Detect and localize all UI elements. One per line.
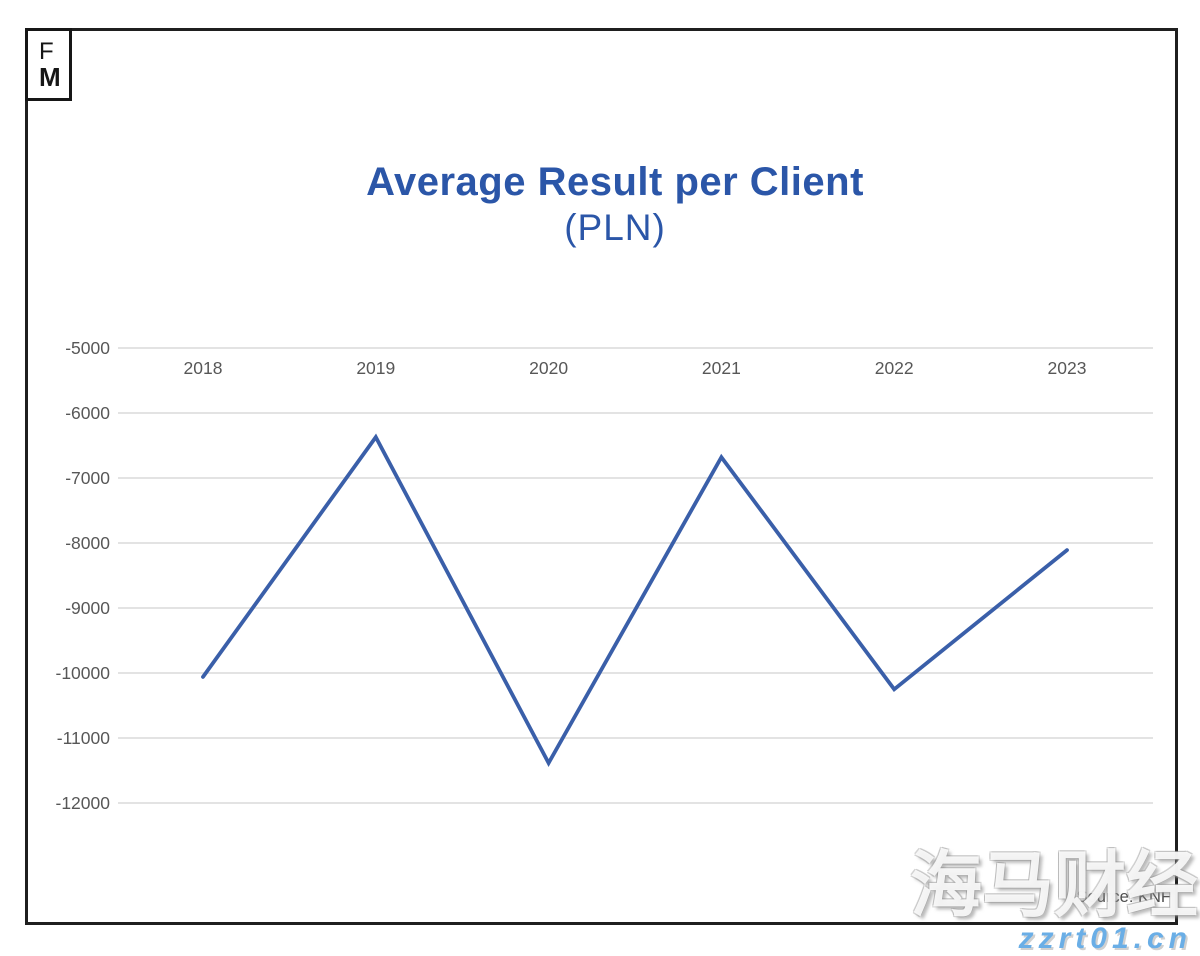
fm-logo: F M <box>25 28 72 101</box>
watermark-url: zzrt01.cn <box>1018 922 1192 955</box>
y-tick-label: -10000 <box>56 663 111 683</box>
y-tick-label: -9000 <box>65 598 110 618</box>
source-label: Source: KNF <box>1076 888 1171 906</box>
y-tick-label: -5000 <box>65 338 110 358</box>
y-tick-label: -11000 <box>57 728 110 748</box>
chart-title-block: Average Result per Client (PLN) <box>40 160 1190 249</box>
y-tick-label: -6000 <box>65 403 110 423</box>
fm-logo-letter-f: F <box>39 37 54 65</box>
y-tick-label: -7000 <box>65 468 110 488</box>
y-tick-label: -12000 <box>56 793 111 813</box>
x-tick-label: 2022 <box>875 358 914 378</box>
chart-subtitle: (PLN) <box>564 207 666 248</box>
x-tick-label: 2018 <box>184 358 223 378</box>
x-tick-label: 2021 <box>702 358 741 378</box>
x-tick-label: 2020 <box>529 358 568 378</box>
data-line <box>201 433 1069 767</box>
x-tick-label: 2019 <box>356 358 395 378</box>
watermark-cjk: 海马财经 <box>909 846 1198 926</box>
fm-logo-letter-m: M <box>39 61 61 92</box>
y-tick-label: -8000 <box>65 533 110 553</box>
x-tick-label: 2023 <box>1048 358 1087 378</box>
chart-frame <box>25 28 1178 925</box>
chart-title: Average Result per Client <box>366 160 864 204</box>
